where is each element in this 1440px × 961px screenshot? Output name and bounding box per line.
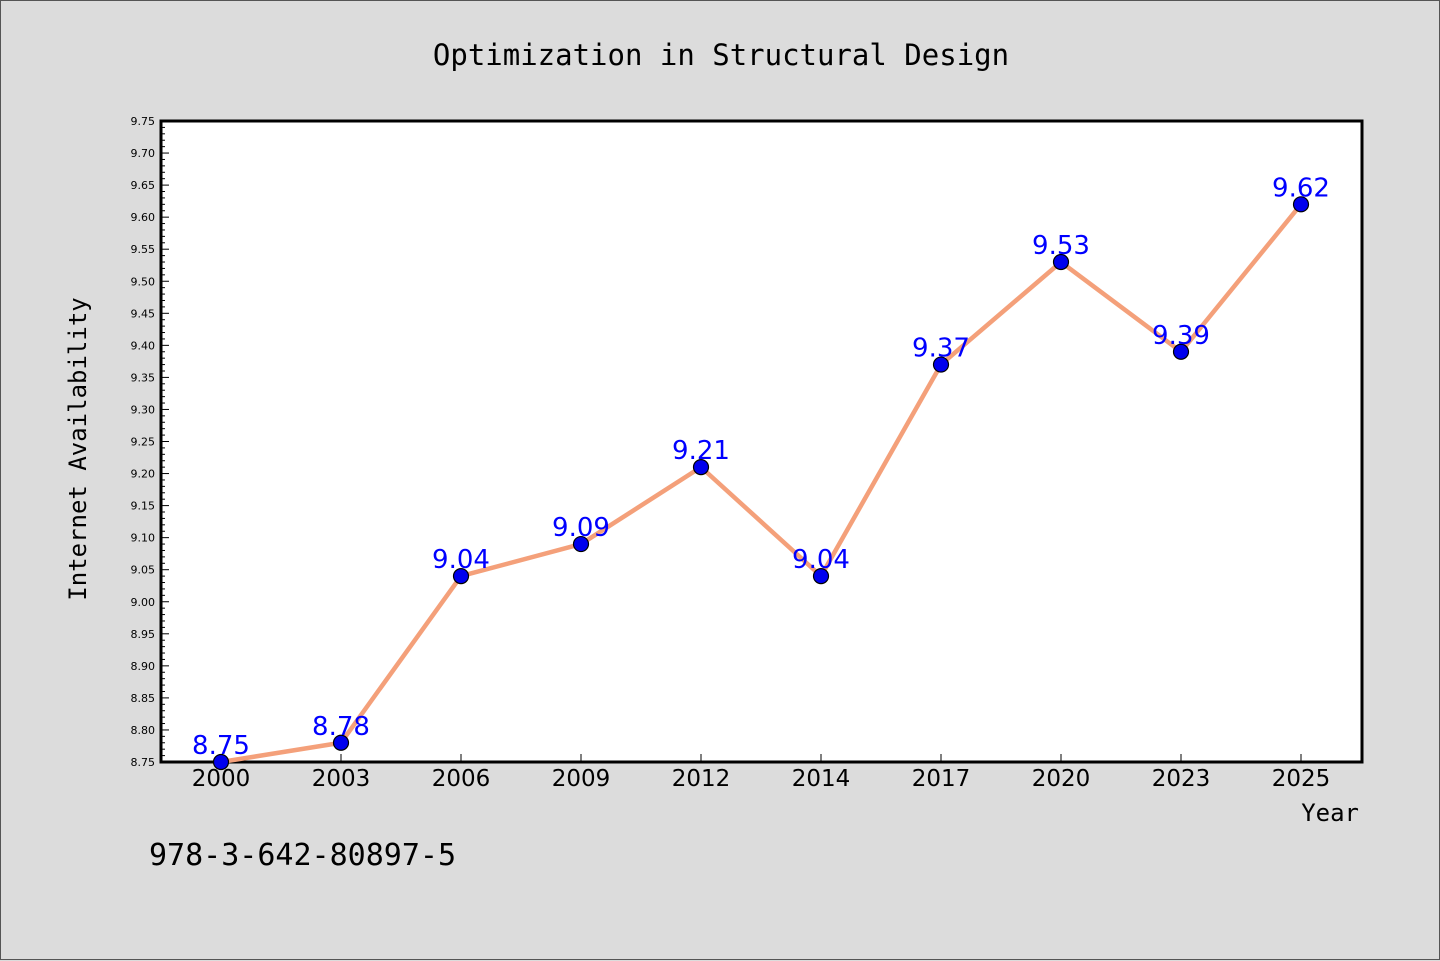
x-tick-label: 2012 (672, 766, 731, 792)
y-axis-label: Internet Availability (64, 297, 92, 600)
y-tick-label: 9.35 (131, 371, 156, 384)
y-tick-label: 9.10 (131, 532, 156, 545)
y-tick-label: 9.45 (131, 307, 156, 320)
data-point (812, 568, 830, 585)
y-tick-label: 9.75 (131, 115, 156, 128)
data-point (1172, 343, 1190, 360)
y-tick-label: 8.90 (131, 660, 156, 673)
data-label: 9.62 (1272, 173, 1330, 203)
x-tick-label: 2023 (1152, 766, 1211, 792)
y-tick-label: 9.55 (131, 243, 156, 256)
y-tick-label: 9.05 (131, 564, 156, 577)
data-point (572, 535, 590, 553)
series-layer: 8.75 8.78 9.04 9.09 9.21 9.04 9.37 9.53 9.39 9.62 (192, 173, 1330, 771)
y-tick-label: 9.25 (131, 436, 156, 449)
series-line (220, 202, 1303, 765)
isbn-label: 978-3-642-80897-5 (149, 838, 456, 873)
y-tick-label: 9.50 (131, 275, 156, 288)
data-label: 9.09 (552, 513, 610, 543)
y-tick-label: 9.20 (131, 468, 156, 481)
data-point (932, 356, 950, 373)
x-tick-label: 2000 (192, 766, 251, 792)
chart-title: Optimization in Structural Design (433, 38, 1009, 72)
data-label: 9.04 (432, 545, 490, 575)
y-tick-label: 8.80 (131, 724, 156, 737)
x-tick-label: 2009 (552, 766, 611, 792)
x-tick-label: 2003 (312, 766, 371, 792)
y-tick-label: 9.00 (131, 596, 156, 609)
x-axis-ticks: 2000 2003 2006 2009 2012 2014 2017 2020 2023 2025 (192, 754, 1331, 792)
data-label: 9.53 (1032, 231, 1090, 261)
y-tick-label: 9.65 (131, 179, 156, 192)
x-tick-label: 2020 (1032, 766, 1091, 792)
y-tick-label: 9.40 (131, 339, 156, 352)
data-point (452, 568, 470, 585)
y-axis-ticks: 8.75 8.80 8.85 8.90 8.95 9.00 9.05 9.10 9.15 9.20… (131, 115, 169, 769)
y-tick-label: 8.95 (131, 628, 156, 641)
data-label: 9.37 (912, 334, 970, 364)
data-label: 9.39 (1152, 321, 1210, 351)
data-point (212, 753, 230, 771)
data-label: 9.04 (792, 545, 850, 575)
y-tick-label: 9.70 (131, 147, 156, 160)
data-point (1292, 196, 1310, 213)
x-tick-label: 2025 (1272, 766, 1331, 792)
plot-area (159, 119, 1364, 764)
y-tick-label: 9.60 (131, 211, 156, 224)
x-tick-label: 2017 (912, 766, 971, 792)
x-tick-label: 2014 (792, 766, 851, 792)
x-axis-label: Year (1301, 799, 1359, 827)
data-label: 8.75 (192, 731, 250, 761)
y-tick-label: 9.30 (131, 403, 156, 416)
y-tick-label: 8.85 (131, 692, 156, 705)
x-tick-label: 2006 (432, 766, 491, 792)
data-point (1052, 253, 1070, 271)
data-point (332, 734, 350, 751)
data-label: 8.78 (312, 712, 370, 742)
data-label: 9.21 (672, 436, 730, 466)
y-tick-label: 9.15 (131, 500, 156, 513)
y-tick-label: 8.75 (131, 756, 156, 769)
data-point (692, 459, 710, 476)
